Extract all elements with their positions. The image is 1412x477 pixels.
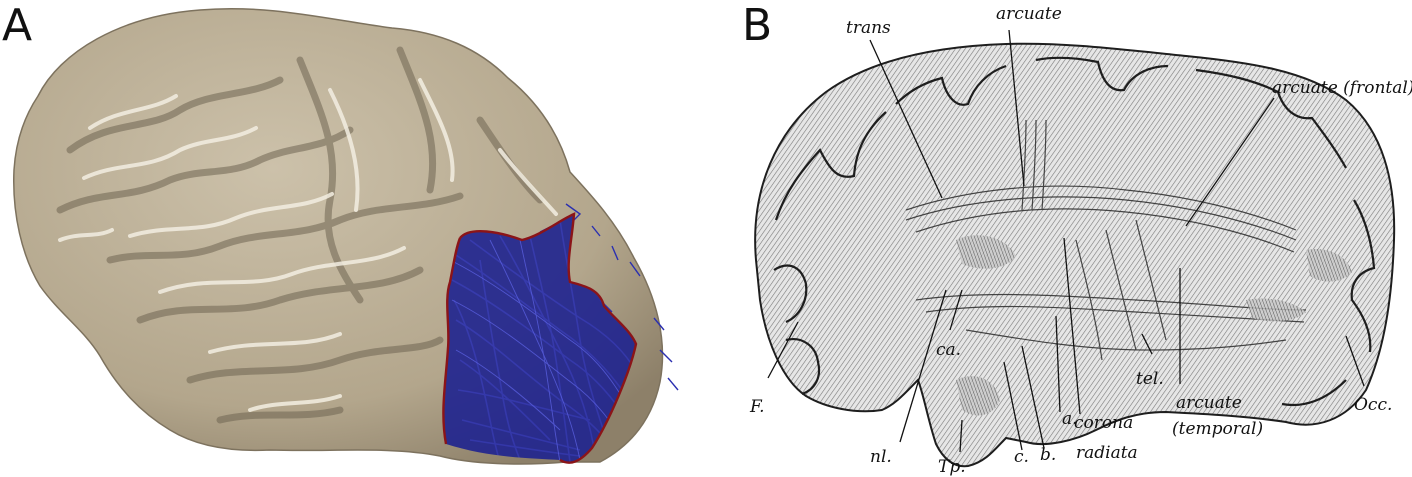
label-leader-lines	[767, 29, 1365, 453]
roi-outline	[442, 212, 638, 464]
label-tp: Tp.	[938, 457, 966, 477]
panel-b: B	[706, 0, 1412, 477]
label-f: F.	[749, 397, 765, 417]
shaded-regions	[956, 235, 1352, 416]
label-occ: Occ.	[1354, 395, 1392, 415]
panel-b-letter: B	[742, 0, 772, 51]
panel-a: A	[2, 0, 679, 465]
dissected-brain	[754, 42, 1396, 468]
label-arcuate-frontal: arcuate (frontal)	[1272, 78, 1412, 98]
panel-a-letter: A	[2, 0, 32, 51]
panel-a-figure: A	[2, 0, 679, 465]
label-arcuate-temporal-line2: (temporal)	[1172, 419, 1263, 439]
label-radiata: radiata	[1076, 443, 1138, 463]
brain-highlights	[58, 78, 558, 412]
label-nl: nl.	[870, 447, 892, 467]
label-c: c.	[1014, 447, 1029, 467]
label-arcuate-temporal-line1: arcuate	[1176, 393, 1242, 413]
label-b: b.	[1040, 445, 1056, 465]
panel-b-figure: B	[742, 0, 1412, 477]
label-corona: corona	[1074, 413, 1133, 433]
cortical-folds	[773, 56, 1376, 406]
label-arcuate: arcuate	[996, 4, 1062, 24]
label-trans: trans	[846, 18, 891, 38]
label-tel: tel.	[1136, 369, 1164, 389]
label-a: a.	[1062, 409, 1078, 429]
label-ca: ca.	[936, 340, 961, 360]
